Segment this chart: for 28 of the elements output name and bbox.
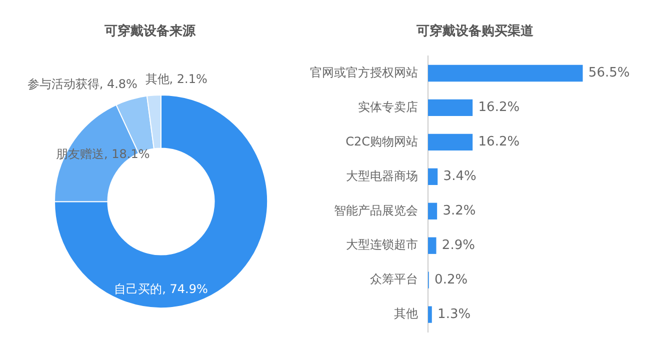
bar: [428, 168, 438, 185]
y-tick-label: 智能产品展览会: [334, 203, 418, 218]
y-tick-label: 众筹平台: [370, 272, 418, 286]
slice-label: 其他, 2.1%: [145, 71, 208, 88]
y-tick-label: 大型连锁超市: [346, 238, 418, 252]
y-tick-label: 大型电器商场: [346, 168, 418, 183]
y-tick-label: 实体专卖店: [358, 100, 418, 114]
data-label: 16.2%: [478, 100, 520, 116]
bar: [428, 64, 583, 82]
data-label: 3.2%: [442, 204, 476, 219]
data-label: 1.3%: [438, 306, 471, 322]
y-tick-label: C2C购物网站: [346, 134, 418, 148]
chart-title: 可穿戴设备来源: [104, 22, 197, 40]
bar: [428, 202, 438, 220]
data-label: 2.9%: [442, 238, 475, 253]
chart-title: 可穿戴设备购买渠道: [416, 22, 534, 40]
data-label: 16.2%: [478, 134, 520, 150]
bar: [428, 306, 432, 323]
slice-label: 参与活动获得, 4.8%: [27, 76, 138, 93]
bar: [428, 134, 473, 151]
slice-label: 自己买的, 74.9%: [114, 281, 208, 298]
data-label: 56.5%: [588, 66, 630, 81]
data-label: 3.4%: [443, 169, 476, 184]
data-label: 0.2%: [434, 272, 468, 288]
bar: [428, 237, 436, 254]
y-tick-label: 其他: [394, 306, 418, 321]
bar: [428, 99, 473, 116]
y-tick-label: 官网或官方授权网站: [310, 65, 418, 80]
